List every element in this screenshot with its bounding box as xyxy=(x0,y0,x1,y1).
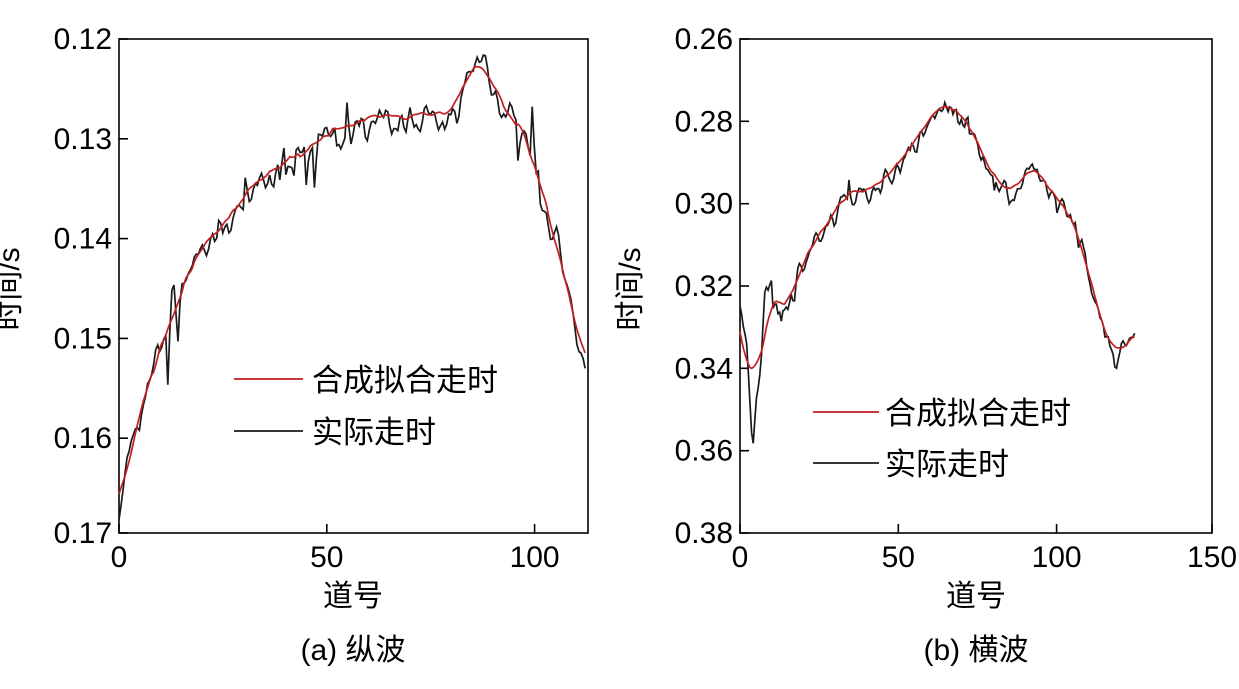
svg-text:(b) 横波: (b) 横波 xyxy=(924,634,1029,667)
svg-text:0.32: 0.32 xyxy=(675,270,733,303)
svg-text:(a) 纵波: (a) 纵波 xyxy=(301,634,406,667)
svg-text:50: 50 xyxy=(882,541,915,574)
svg-text:0.17: 0.17 xyxy=(54,517,112,550)
svg-text:时间/s: 时间/s xyxy=(0,247,26,330)
svg-text:道号: 道号 xyxy=(946,580,1006,613)
svg-text:0.26: 0.26 xyxy=(675,23,733,56)
svg-text:0.28: 0.28 xyxy=(675,105,733,138)
svg-text:实际走时: 实际走时 xyxy=(312,415,436,450)
svg-text:实际走时: 实际走时 xyxy=(885,447,1009,482)
svg-text:0.34: 0.34 xyxy=(675,352,733,385)
svg-text:0.14: 0.14 xyxy=(54,223,112,256)
svg-text:道号: 道号 xyxy=(323,580,383,613)
svg-text:0.13: 0.13 xyxy=(54,123,112,156)
svg-text:0.12: 0.12 xyxy=(54,23,112,56)
svg-text:0.30: 0.30 xyxy=(675,188,733,221)
svg-text:0: 0 xyxy=(732,541,749,574)
svg-text:0.15: 0.15 xyxy=(54,322,112,355)
svg-text:0.36: 0.36 xyxy=(675,435,733,468)
svg-text:时间/s: 时间/s xyxy=(614,247,647,330)
svg-text:100: 100 xyxy=(510,541,560,574)
svg-text:合成拟合走时: 合成拟合走时 xyxy=(312,363,498,398)
svg-text:0.16: 0.16 xyxy=(54,422,112,455)
svg-text:合成拟合走时: 合成拟合走时 xyxy=(885,396,1071,431)
svg-text:100: 100 xyxy=(1032,541,1082,574)
svg-text:50: 50 xyxy=(310,541,343,574)
svg-text:150: 150 xyxy=(1187,541,1237,574)
svg-text:0: 0 xyxy=(111,541,128,574)
svg-text:0.38: 0.38 xyxy=(675,517,733,550)
